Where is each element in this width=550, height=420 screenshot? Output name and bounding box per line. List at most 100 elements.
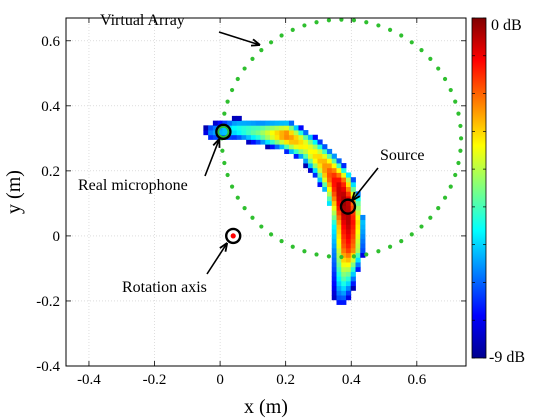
markers — [215, 123, 357, 245]
heatmap-cell — [360, 219, 366, 225]
heatmap-cell — [331, 167, 337, 173]
heatmap-cell — [312, 153, 318, 159]
heatmap-cell — [284, 148, 290, 155]
heatmap-cell — [360, 229, 366, 235]
heatmap-cells — [203, 115, 366, 305]
heatmap-cell — [336, 163, 342, 169]
heatmap-cell — [355, 210, 361, 216]
y-tick-label: -0.4 — [36, 359, 60, 375]
heatmap-cell — [274, 120, 280, 126]
heatmap-cell — [355, 205, 361, 211]
heatmap-cell — [326, 172, 333, 178]
heatmap-cell — [322, 144, 328, 150]
heatmap-cell — [355, 224, 361, 230]
heatmap-cell — [255, 139, 261, 145]
heatmap-cell — [336, 200, 342, 206]
heatmap-cell — [341, 276, 347, 282]
heatmap-cell — [331, 262, 337, 268]
heatmap-cell — [288, 134, 295, 140]
x-tick-label: -0.4 — [77, 372, 101, 388]
heatmap-cell — [269, 120, 276, 126]
heatmap-cell — [341, 219, 347, 225]
heatmap-cell — [288, 130, 295, 136]
heatmap-cell — [255, 130, 261, 136]
heatmap-cell — [279, 144, 285, 150]
heatmap-cell — [265, 134, 271, 140]
heatmap-cell — [217, 130, 223, 136]
virtual-array-point — [436, 206, 441, 211]
virtual-array-point — [302, 249, 307, 254]
heatmap-cell — [274, 125, 280, 131]
heatmap-cell — [350, 280, 356, 287]
heatmap-cell — [231, 125, 238, 131]
heatmap-cell — [293, 144, 299, 150]
heatmap-cell — [341, 229, 347, 235]
heatmap-cell — [360, 247, 366, 254]
virtual-array-point — [376, 249, 381, 254]
virtual-array-point — [242, 206, 247, 211]
heatmap-cell — [360, 252, 366, 258]
heatmap-cell — [331, 153, 337, 159]
y-axis-label: y (m) — [3, 170, 25, 214]
heatmap-cell — [250, 125, 257, 131]
heatmap-cell — [265, 139, 271, 145]
heatmap-cell — [260, 139, 266, 145]
virtual-array-point — [387, 27, 393, 32]
heatmap-cell — [341, 177, 347, 183]
heatmap-cell — [346, 219, 352, 225]
heatmap-cell — [246, 120, 252, 126]
heatmap-cell — [355, 196, 361, 202]
colorbar — [471, 17, 487, 359]
heatmap-cell — [341, 238, 347, 244]
virtual-array-point — [364, 252, 369, 257]
heatmap-cell — [208, 130, 214, 136]
heatmap-cell — [331, 224, 337, 230]
virtual-array-point — [268, 232, 274, 237]
rotation-axis-label: Rotation axis — [122, 279, 207, 296]
heatmap-cell — [246, 125, 252, 131]
heatmap-cell — [341, 271, 347, 277]
heatmap-cell — [346, 200, 352, 206]
heatmap-cell — [355, 214, 361, 221]
virtual-array-point — [259, 224, 264, 229]
heatmap-cell — [317, 153, 323, 159]
virtual-array-point — [456, 160, 461, 166]
axis-ticks: -0.4 -0.2 0 0.2 0.4 0.6 -0.4 -0.2 0 0.2 0.4 0.6 — [36, 18, 466, 388]
heatmap-cell — [360, 243, 366, 249]
virtual-array-point — [259, 48, 264, 53]
virtual-array-point — [453, 172, 458, 178]
heatmap-cell — [331, 158, 337, 164]
real-microphone-label: Real microphone — [78, 177, 188, 194]
heatmap-cell — [284, 130, 290, 136]
heatmap-cell — [336, 219, 342, 225]
heatmap-cell — [317, 144, 323, 150]
virtual-array-point — [448, 87, 453, 93]
heatmap-cell — [322, 148, 328, 155]
heatmap-cell — [241, 120, 247, 126]
heatmap-cell — [279, 125, 285, 131]
heatmap-cell — [260, 125, 266, 131]
heatmap-cell — [346, 233, 352, 239]
heatmap-cell — [331, 285, 337, 291]
heatmap-cell — [217, 120, 223, 126]
heatmap-cell — [341, 243, 347, 249]
heatmap-cell — [212, 134, 219, 140]
source-arrow — [351, 167, 379, 202]
virtual-array-point — [364, 20, 369, 25]
heatmap-cell — [331, 280, 337, 287]
virtual-array-point — [448, 184, 453, 189]
heatmap-cell — [346, 285, 352, 291]
heatmap-cell — [288, 120, 295, 126]
heatmap-cell — [360, 238, 366, 244]
heatmap-cell — [326, 177, 333, 183]
heatmap-cell — [231, 134, 238, 140]
heatmap-cell — [331, 295, 337, 301]
heatmap-cell — [231, 115, 238, 122]
heatmap-cell — [212, 125, 219, 131]
virtual-array-point — [453, 99, 458, 104]
heatmap-cell — [331, 181, 337, 188]
heatmap-cell — [336, 210, 342, 216]
virtual-array-label: Virtual Array — [100, 12, 185, 29]
heatmap-cell — [350, 266, 356, 272]
heatmap-cell — [298, 148, 304, 155]
